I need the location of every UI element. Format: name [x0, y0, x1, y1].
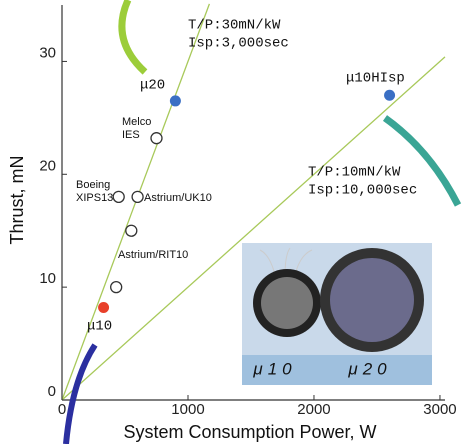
x-tick-label: 2000 [297, 401, 330, 418]
arrow-green [122, 0, 145, 72]
data-point [151, 133, 162, 144]
data-point [132, 191, 143, 202]
point-label: IES [122, 129, 140, 141]
inset-label: μ10 [252, 359, 296, 378]
x-axis-label: System Consumption Power, W [123, 422, 376, 442]
data-point [126, 225, 137, 236]
x-tick-label: 3000 [423, 401, 456, 418]
y-tick-label: 30 [39, 44, 56, 61]
chart: Thrust, mN System Consumption Power, W μ… [0, 0, 465, 444]
x-tick-label: 0 [58, 401, 66, 418]
inset-label: μ20 [347, 359, 391, 378]
disk-mu20-grid [330, 258, 414, 342]
line-label: Isp:10,000sec [308, 183, 417, 199]
data-point [111, 282, 122, 293]
point-label: XIPS13 [76, 192, 113, 204]
line-label: T/P:10mN/kW [308, 165, 401, 181]
arrow-blue [66, 345, 95, 444]
point-label: Astrium/RIT10 [118, 249, 188, 261]
point-label: Boeing [76, 179, 110, 191]
x-tick-label: 1000 [171, 401, 204, 418]
y-axis-label: Thrust, mN [7, 155, 27, 244]
line-label: T/P:30mN/kW [188, 18, 281, 34]
line-label: Isp:3,000sec [188, 36, 289, 52]
data-point [170, 95, 181, 106]
y-tick-label: 10 [39, 270, 56, 287]
data-point [113, 191, 124, 202]
data-point [98, 302, 109, 313]
point-label: μ10HIsp [346, 71, 405, 87]
y-tick-label: 0 [48, 383, 56, 400]
point-label: Melco [122, 116, 151, 128]
data-point [384, 90, 395, 101]
disk-mu10-grid [261, 277, 313, 329]
point-label: μ20 [140, 78, 165, 94]
y-tick-label: 20 [39, 157, 56, 174]
point-label: Astrium/UK10 [144, 192, 212, 204]
point-label: μ10 [87, 319, 112, 335]
inset-photo: μ10 μ20 [242, 243, 432, 385]
